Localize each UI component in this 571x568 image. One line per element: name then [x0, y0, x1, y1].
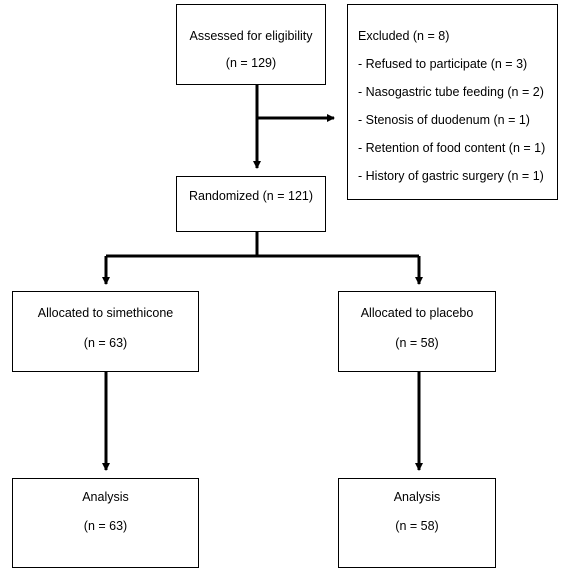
- simethicone-allocation-box: Allocated to simethicone (n = 63): [12, 291, 199, 372]
- placebo-allocation-box: Allocated to placebo (n = 58): [338, 291, 496, 372]
- exclusion-reason: - Stenosis of duodenum (n = 1): [358, 113, 530, 127]
- analysis-count: (n = 63): [83, 519, 128, 533]
- analysis-count: (n = 58): [395, 519, 439, 533]
- allocation-count: (n = 58): [395, 336, 439, 350]
- assessed-count: (n = 129): [225, 56, 277, 70]
- allocation-label: Allocated to simethicone: [37, 306, 174, 320]
- assessed-box: Assessed for eligibility (n = 129): [176, 4, 326, 85]
- exclusion-reason: - Refused to participate (n = 3): [358, 57, 528, 71]
- placebo-analysis-box: Analysis (n = 58): [338, 478, 496, 568]
- allocation-count: (n = 63): [83, 336, 128, 350]
- connector-layer: [102, 84, 423, 471]
- exclusion-reason: - Retention of food content (n = 1): [358, 141, 546, 155]
- randomized-box: Randomized (n = 121): [176, 176, 326, 232]
- simethicone-analysis-box: Analysis (n = 63): [12, 478, 199, 568]
- analysis-label: Analysis: [393, 490, 441, 504]
- randomized-title: Randomized (n = 121): [188, 189, 314, 203]
- exclusion-reason: - History of gastric surgery (n = 1): [358, 169, 544, 183]
- excluded-box: Excluded (n = 8) - Refused to participat…: [347, 4, 558, 200]
- analysis-label: Analysis: [82, 490, 129, 504]
- flow-diagram: Assessed for eligibility (n = 129) Exclu…: [12, 4, 558, 568]
- allocation-label: Allocated to placebo: [360, 306, 474, 320]
- exclusion-reason: - Nasogastric tube feeding (n = 2): [358, 85, 544, 99]
- excluded-title: Excluded (n = 8): [358, 29, 450, 43]
- assessed-title: Assessed for eligibility: [189, 29, 313, 43]
